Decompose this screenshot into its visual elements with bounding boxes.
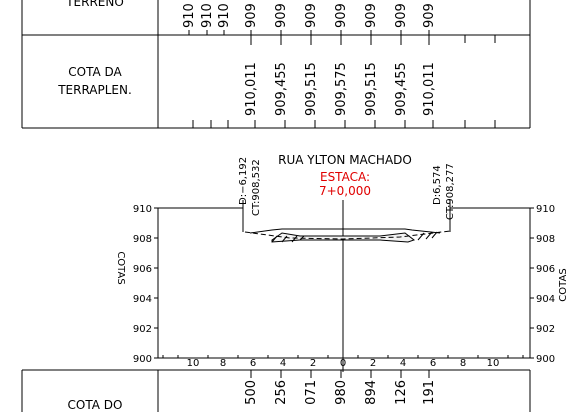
elevation: 910 — [182, 3, 197, 28]
cut-hatch — [271, 235, 305, 243]
elevation: 909 — [364, 3, 379, 28]
right-elevation: CT:908,277 — [445, 163, 456, 220]
elevation: 909 — [334, 3, 349, 28]
right-offset: D:6,574 — [432, 165, 443, 205]
platform — [271, 232, 416, 243]
x-label: 6 — [250, 358, 256, 369]
elevation: 910,011 — [422, 62, 437, 116]
elevation: 909,515 — [364, 62, 379, 116]
elevation: 980 — [334, 380, 349, 405]
elevation: 909 — [304, 3, 319, 28]
road-name: RUA YLTON MACHADO — [278, 153, 412, 167]
row-label: COTA DA — [68, 65, 122, 79]
left-offset: D:−6,192 — [238, 157, 249, 205]
y-label: 908 — [536, 234, 555, 245]
elevation: 126 — [394, 380, 409, 405]
y-axis-label: COTAS — [558, 268, 568, 301]
elevation: 910,011 — [244, 62, 259, 116]
elevation: 909,455 — [274, 62, 289, 116]
elevation: 909,455 — [394, 62, 409, 116]
y-label: 904 — [536, 294, 555, 305]
x-label: 8 — [220, 358, 226, 369]
x-label: 2 — [370, 358, 376, 369]
elevation: 910 — [200, 3, 215, 28]
y-label: 902 — [536, 324, 555, 335]
x-label: 10 — [187, 358, 200, 369]
y-label: 900 — [536, 354, 555, 365]
y-label: 904 — [133, 294, 152, 305]
elevation: 909,515 — [304, 62, 319, 116]
y-label: 906 — [536, 264, 555, 275]
elevation: 500 — [244, 380, 259, 405]
y-label: 910 — [133, 204, 152, 215]
x-label: 10 — [487, 358, 500, 369]
row-label: COTA DO — [68, 398, 123, 412]
elevation: 191 — [422, 380, 437, 405]
left-elevation: CT:908,532 — [251, 159, 262, 216]
y-label: 906 — [133, 264, 152, 275]
elevation: 909 — [274, 3, 289, 28]
elevation: 909 — [394, 3, 409, 28]
y-axis-label: COTAS — [115, 251, 126, 284]
section-frame — [21, 200, 531, 412]
y-label: 900 — [133, 354, 152, 365]
elevation: 909 — [422, 3, 437, 28]
x-label: 4 — [400, 358, 406, 369]
terrain-line — [244, 230, 451, 240]
elevation: 910 — [217, 3, 232, 28]
elevation: 909 — [244, 3, 259, 28]
elevation: 894 — [364, 380, 379, 405]
elevation: 909,575 — [334, 62, 349, 116]
row-label: TERRENO — [65, 0, 124, 9]
station-label: ESTACA: — [320, 170, 370, 184]
y-label: 910 — [536, 204, 555, 215]
x-label: 8 — [460, 358, 466, 369]
row-label: TERRAPLEN. — [57, 83, 132, 97]
x-label: 4 — [280, 358, 286, 369]
x-label: 2 — [310, 358, 316, 369]
x-label: 6 — [430, 358, 436, 369]
top-table — [21, 0, 531, 129]
y-label: 908 — [133, 234, 152, 245]
y-label: 902 — [133, 324, 152, 335]
station: 7+0,000 — [319, 184, 371, 198]
x-label: 0 — [340, 358, 346, 369]
fill-hatch — [417, 231, 438, 241]
elevation: 071 — [304, 380, 319, 405]
elevation: 256 — [274, 380, 289, 405]
pavement — [249, 228, 441, 234]
